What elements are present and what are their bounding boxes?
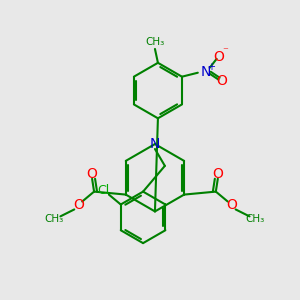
- Text: O: O: [73, 199, 84, 212]
- Text: N: N: [200, 65, 211, 79]
- Text: O: O: [87, 167, 98, 181]
- Text: ⁻: ⁻: [223, 46, 229, 56]
- Text: N: N: [150, 137, 160, 151]
- Text: O: O: [226, 199, 237, 212]
- Text: O: O: [212, 167, 223, 181]
- Text: CH₃: CH₃: [145, 37, 165, 47]
- Text: +: +: [207, 62, 215, 72]
- Text: O: O: [216, 74, 227, 88]
- Text: O: O: [213, 50, 224, 64]
- Text: CH₃: CH₃: [246, 214, 265, 224]
- Text: Cl: Cl: [97, 184, 109, 197]
- Text: CH₃: CH₃: [45, 214, 64, 224]
